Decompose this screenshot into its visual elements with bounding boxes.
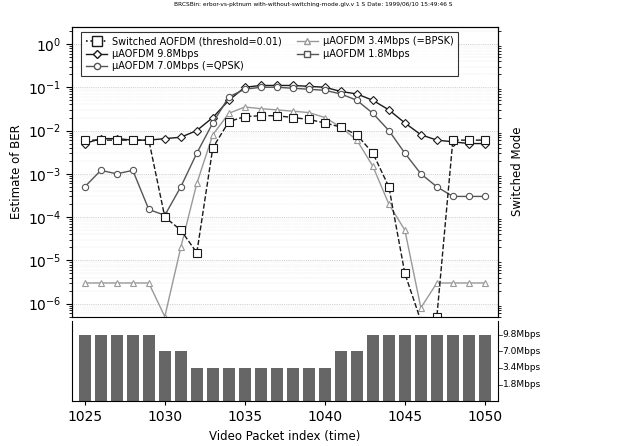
Bar — [223, 368, 235, 401]
Bar — [383, 334, 394, 401]
Bar — [351, 351, 362, 401]
X-axis label: Video Packet index (time): Video Packet index (time) — [209, 430, 361, 443]
Bar — [159, 351, 170, 401]
Text: 9.8Mbps: 9.8Mbps — [503, 330, 541, 339]
Bar — [175, 351, 187, 401]
Bar — [287, 368, 299, 401]
Legend: Switched AOFDM (threshold=0.01), μAOFDM 9.8Mbps, μAOFDM 7.0Mbps (=QPSK), μAOFDM : Switched AOFDM (threshold=0.01), μAOFDM … — [81, 32, 458, 76]
Bar — [255, 368, 267, 401]
Bar — [335, 351, 347, 401]
Bar — [191, 368, 203, 401]
Text: 7.0Mbps: 7.0Mbps — [503, 347, 541, 356]
Bar — [95, 334, 106, 401]
Bar — [127, 334, 138, 401]
Text: 3.4Mbps: 3.4Mbps — [503, 363, 541, 372]
Bar — [447, 334, 459, 401]
Bar — [207, 368, 218, 401]
Bar — [111, 334, 123, 401]
Text: BRCSBin: erbor-vs-pktnum with-without-switching-mode.glv.v 1 S Date: 1999/06/10 : BRCSBin: erbor-vs-pktnum with-without-sw… — [174, 2, 452, 7]
Bar — [479, 334, 491, 401]
Bar — [463, 334, 475, 401]
Bar — [143, 334, 155, 401]
Bar — [303, 368, 315, 401]
Y-axis label: Switched Mode: Switched Mode — [511, 127, 524, 216]
Bar — [399, 334, 411, 401]
Bar — [239, 368, 250, 401]
Bar — [271, 368, 282, 401]
Bar — [319, 368, 331, 401]
Text: 1.8Mbps: 1.8Mbps — [503, 380, 541, 389]
Y-axis label: Estimate of BER: Estimate of BER — [9, 124, 23, 219]
Bar — [367, 334, 379, 401]
Bar — [415, 334, 426, 401]
Bar — [431, 334, 443, 401]
Bar — [79, 334, 91, 401]
